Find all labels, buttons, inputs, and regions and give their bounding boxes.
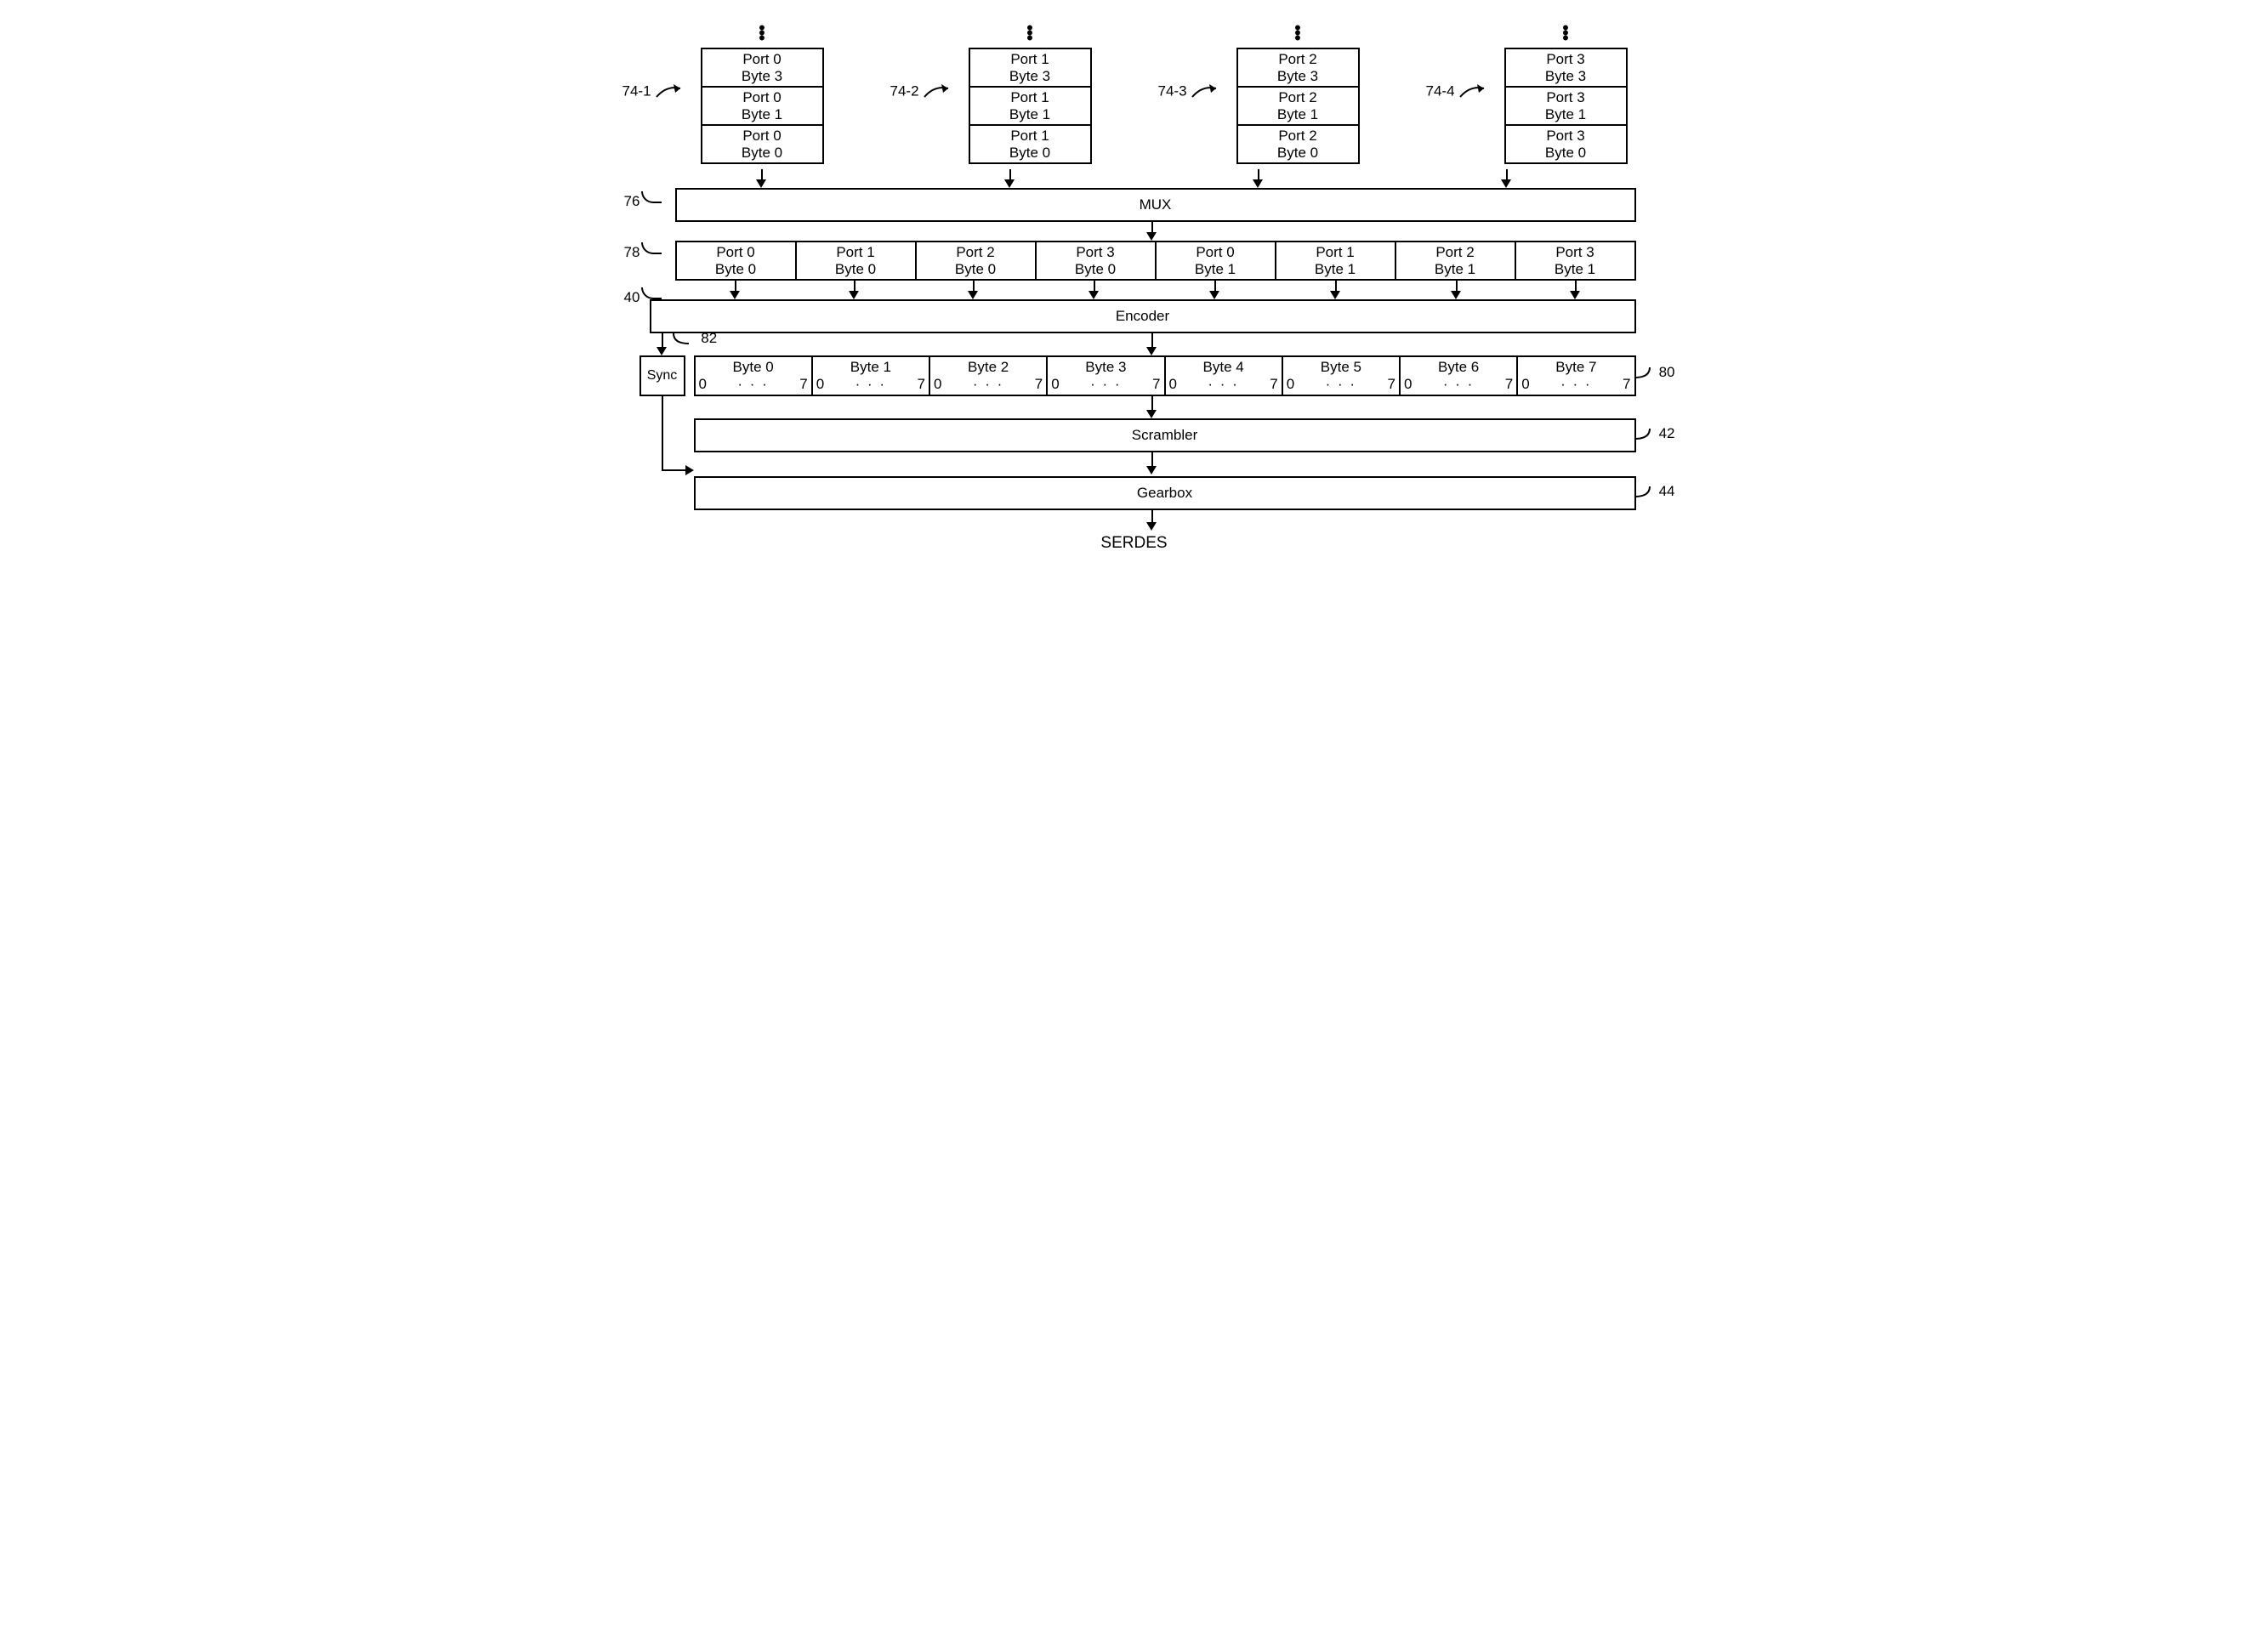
byte-cell: Byte 2 0· · ·7 <box>930 357 1048 395</box>
byte-cell: Byte 3 0· · ·7 <box>1048 357 1165 395</box>
ref-74-4-text: 74-4 <box>1426 82 1455 99</box>
vdots-icon: ••• <box>759 26 765 48</box>
mux-out-cell: Port 1 Byte 0 <box>797 242 917 279</box>
byte-cell: Byte 0 0· · ·7 <box>696 357 813 395</box>
stack-cell: Port 2 Byte 3 <box>1238 49 1358 88</box>
ref-76: 76 <box>624 193 662 210</box>
arrow-icon <box>1458 82 1492 102</box>
ref-74-2-text: 74-2 <box>890 82 919 99</box>
port-stack-2: 74-3 ••• Port 2 Byte 3 Port 2 Byte 1 Por… <box>1236 26 1360 164</box>
arrow-icon <box>1191 82 1225 102</box>
arrow-mux-to-78 <box>624 222 1645 241</box>
sync-vline <box>662 417 663 451</box>
byte-cell: Byte 6 0· · ·7 <box>1401 357 1518 395</box>
arrows-stacks-to-mux <box>624 169 1645 188</box>
scrambler-row: Scrambler 42 <box>624 418 1645 452</box>
sync-label: Sync <box>647 368 678 384</box>
stack-cell: Port 3 Byte 0 <box>1506 126 1626 162</box>
arrow-icon <box>923 82 957 102</box>
stack-cell: Port 0 Byte 3 <box>702 49 822 88</box>
stack-cell: Port 0 Byte 1 <box>702 88 822 126</box>
stack-box: Port 1 Byte 3 Port 1 Byte 1 Port 1 Byte … <box>969 48 1092 164</box>
mux-out-cell: Port 2 Byte 1 <box>1396 242 1516 279</box>
byte-cell: Byte 7 0· · ·7 <box>1518 357 1634 395</box>
vdots-icon: ••• <box>1562 26 1569 48</box>
stack-cell: Port 3 Byte 3 <box>1506 49 1626 88</box>
ref-74-1: 74-1 <box>622 82 690 102</box>
encoder-label: Encoder <box>1116 308 1169 324</box>
encoder-box: Encoder <box>650 299 1636 333</box>
arrow-byterow-to-scrambler <box>624 396 1645 418</box>
hook-icon <box>1633 427 1655 442</box>
port-stack-1: 74-2 ••• Port 1 Byte 3 Port 1 Byte 1 Por… <box>969 26 1092 164</box>
gearbox-box: Gearbox <box>694 476 1636 510</box>
sync-arrowhead-icon <box>685 465 694 475</box>
sync-vline <box>662 395 663 418</box>
ref-74-4: 74-4 <box>1426 82 1493 102</box>
gearbox-label: Gearbox <box>1137 485 1192 501</box>
vdots-icon: ••• <box>1026 26 1033 48</box>
vdots-icon: ••• <box>1294 26 1301 48</box>
byte-cell: Byte 1 0· · ·7 <box>813 357 930 395</box>
encoder-row: 40 Encoder <box>624 299 1645 333</box>
stack-box: Port 0 Byte 3 Port 0 Byte 1 Port 0 Byte … <box>701 48 824 164</box>
sync-box: Sync <box>639 355 685 396</box>
stack-cell: Port 1 Byte 3 <box>970 49 1090 88</box>
stack-cell: Port 1 Byte 1 <box>970 88 1090 126</box>
mux-out-cell: Port 0 Byte 1 <box>1157 242 1276 279</box>
arrow-gearbox-to-serdes <box>624 510 1645 531</box>
ref-74-2: 74-2 <box>890 82 958 102</box>
ref-82: 82 <box>672 330 718 347</box>
byte-cell: Byte 5 0· · ·7 <box>1283 357 1401 395</box>
stack-cell: Port 1 Byte 0 <box>970 126 1090 162</box>
stack-cell: Port 0 Byte 0 <box>702 126 822 162</box>
byte-cell: Byte 4 0· · ·7 <box>1166 357 1283 395</box>
ref-44: 44 <box>1633 483 1675 500</box>
mux-out-cell: Port 0 Byte 0 <box>677 242 797 279</box>
stack-cell: Port 2 Byte 1 <box>1238 88 1358 126</box>
mux-box: MUX <box>675 188 1636 222</box>
mux-out-row: Port 0 Byte 0 Port 1 Byte 0 Port 2 Byte … <box>675 241 1636 281</box>
mux-out-cell: Port 2 Byte 0 <box>917 242 1037 279</box>
ref-74-3: 74-3 <box>1158 82 1225 102</box>
ref-78: 78 <box>624 244 662 261</box>
serdes-label: SERDES <box>624 534 1645 553</box>
port-stacks-row: 74-1 ••• Port 0 Byte 3 Port 0 Byte 1 Por… <box>624 26 1645 164</box>
scrambler-box: Scrambler <box>694 418 1636 452</box>
hook-icon <box>672 332 697 347</box>
mux-label: MUX <box>1140 196 1172 213</box>
byte-row: Byte 0 0· · ·7 Byte 1 0· · ·7 Byte 2 0· … <box>694 355 1636 396</box>
block-diagram: 74-1 ••• Port 0 Byte 3 Port 0 Byte 1 Por… <box>624 26 1645 553</box>
stack-cell: Port 2 Byte 0 <box>1238 126 1358 162</box>
hook-icon <box>1633 485 1655 500</box>
arrows-78-to-encoder <box>624 281 1645 299</box>
mux-out-cell: Port 1 Byte 1 <box>1276 242 1396 279</box>
ref-80: 80 <box>1633 364 1675 381</box>
arrow-icon <box>655 82 689 102</box>
port-stack-0: 74-1 ••• Port 0 Byte 3 Port 0 Byte 1 Por… <box>701 26 824 164</box>
stack-box: Port 3 Byte 3 Port 3 Byte 1 Port 3 Byte … <box>1504 48 1628 164</box>
ref-42: 42 <box>1633 425 1675 442</box>
hook-icon <box>1633 366 1655 381</box>
port-stack-3: 74-4 ••• Port 3 Byte 3 Port 3 Byte 1 Por… <box>1504 26 1628 164</box>
mux-row: 76 MUX <box>624 188 1645 222</box>
mux-out-cell: Port 3 Byte 0 <box>1037 242 1157 279</box>
sync-byte-row: Sync Byte 0 0· · ·7 Byte 1 0· · ·7 Byte … <box>624 355 1645 396</box>
ref-74-1-text: 74-1 <box>622 82 651 99</box>
arrow-scrambler-to-gearbox <box>624 452 1645 476</box>
row-78: 78 Port 0 Byte 0 Port 1 Byte 0 Port 2 By… <box>624 241 1645 281</box>
mux-out-cell: Port 3 Byte 1 <box>1516 242 1634 279</box>
scrambler-label: Scrambler <box>1132 427 1197 443</box>
arrows-encoder-to-byterow: 82 <box>624 333 1645 355</box>
gearbox-row: Gearbox 44 <box>624 476 1645 510</box>
stack-box: Port 2 Byte 3 Port 2 Byte 1 Port 2 Byte … <box>1236 48 1360 164</box>
ref-74-3-text: 74-3 <box>1158 82 1187 99</box>
stack-cell: Port 3 Byte 1 <box>1506 88 1626 126</box>
sync-vline <box>662 449 663 469</box>
